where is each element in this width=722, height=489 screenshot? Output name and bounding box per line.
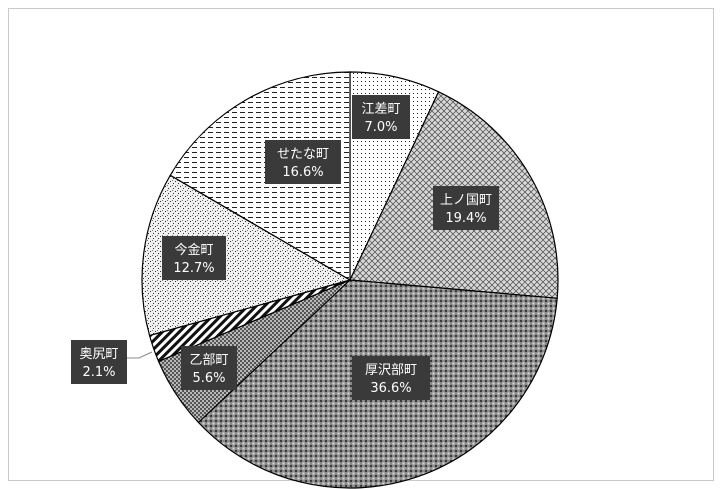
pie-slice-7 [169, 71, 351, 282]
slice-label-6: 今金町 12.7% [162, 236, 226, 280]
slice-percent: 2.1% [82, 365, 115, 380]
slice-name: 乙部町 [189, 353, 228, 368]
slice-label-7: せたな町 16.6% [265, 140, 341, 184]
slice-label-3: 厚沢部町 36.6% [352, 356, 430, 400]
label-box [181, 346, 237, 390]
label-box [71, 340, 127, 384]
slice-label-5: 奥尻町 2.1% [71, 340, 127, 384]
label-box [265, 140, 341, 184]
slice-label-4: 乙部町 5.6% [181, 346, 237, 390]
slice-label-2: 上ノ国町 19.4% [433, 186, 499, 230]
slice-percent: 36.6% [370, 381, 411, 396]
slice-label-1: 江差町 7.0% [352, 95, 410, 139]
slice-percent: 19.4% [445, 211, 486, 226]
slice-percent: 7.0% [364, 120, 397, 135]
pie-slice-6 [141, 174, 352, 337]
slice-percent: 16.6% [282, 165, 323, 180]
slice-name: 奥尻町 [79, 347, 118, 362]
slice-name: 江差町 [361, 102, 400, 117]
slice-percent: 12.7% [173, 261, 214, 276]
slice-name: 上ノ国町 [440, 193, 492, 208]
label-box [162, 236, 226, 280]
label-box [352, 95, 410, 139]
label-box [433, 186, 499, 230]
slice-name: 厚沢部町 [365, 363, 417, 378]
slice-name: 今金町 [174, 242, 213, 258]
slice-name: せたな町 [277, 147, 329, 162]
leader-line [127, 351, 153, 359]
label-box [352, 356, 430, 400]
slice-percent: 5.6% [192, 371, 225, 386]
